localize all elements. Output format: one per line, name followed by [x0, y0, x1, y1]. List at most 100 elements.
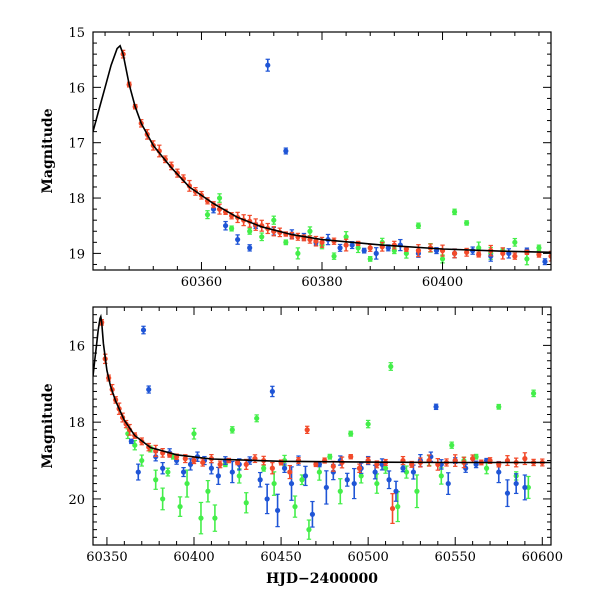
red-data-point — [295, 457, 302, 464]
x-tick-label: 60350 — [86, 550, 127, 565]
y-tick-label: 20 — [68, 493, 85, 508]
red-data-point — [304, 427, 310, 433]
green-data-point — [198, 515, 204, 521]
top-panel-y-axis-title: Magnitude — [40, 108, 56, 193]
blue-data-point — [445, 480, 451, 487]
red-data-point — [343, 242, 349, 248]
green-data-point — [476, 245, 482, 251]
blue-data-point — [385, 245, 391, 251]
green-data-point — [216, 195, 223, 201]
top-panel-marks — [93, 44, 551, 266]
blue-data-point — [146, 386, 152, 393]
blue-data-point — [247, 245, 253, 251]
red-data-point — [512, 253, 518, 259]
blue-data-point — [229, 469, 235, 475]
bottom-panel: 60350 60400 60450 60500 60550 60600 16 18 20 Mag… — [40, 306, 563, 587]
red-data-point — [269, 465, 275, 471]
green-data-point — [283, 239, 289, 245]
blue-data-point — [180, 469, 187, 475]
y-tick-label: 15 — [68, 26, 85, 41]
blue-data-point — [542, 259, 548, 265]
green-data-point — [449, 442, 455, 448]
blue-data-point — [222, 223, 229, 229]
green-data-point — [259, 234, 265, 240]
green-data-point — [254, 415, 260, 421]
blue-data-point — [274, 507, 281, 514]
red-data-point — [476, 251, 482, 258]
blue-data-point — [400, 465, 406, 471]
green-data-point — [204, 212, 211, 218]
blue-data-point — [283, 148, 289, 154]
blue-data-point — [309, 511, 316, 517]
green-data-point — [395, 504, 401, 510]
green-data-point — [403, 250, 409, 256]
blue-data-point — [496, 469, 502, 475]
blue-data-point — [361, 248, 367, 254]
blue-data-point — [373, 250, 379, 256]
model-curve — [93, 313, 551, 464]
green-data-point — [316, 469, 322, 475]
green-data-point — [365, 421, 371, 427]
bottom-panel-ticks: 60350 60400 60450 60500 60550 60600 16 18 20 — [68, 306, 563, 565]
x-tick-label: 60380 — [301, 275, 342, 290]
blue-data-point — [410, 469, 417, 475]
blue-data-point — [386, 477, 392, 483]
blue-data-point — [513, 480, 519, 487]
x-tick-label: 60600 — [522, 550, 563, 565]
blue-data-point — [265, 62, 271, 68]
green-data-point — [414, 488, 420, 494]
green-data-point — [536, 245, 542, 251]
red-data-point — [234, 459, 241, 466]
green-data-point — [243, 500, 249, 506]
green-data-point — [451, 209, 458, 215]
red-data-point — [217, 461, 223, 467]
red-data-point — [313, 238, 319, 244]
blue-data-point — [393, 488, 399, 494]
blue-data-point — [349, 242, 355, 248]
x-tick-label: 60400 — [173, 550, 214, 565]
blue-data-point — [128, 438, 134, 444]
red-data-point — [522, 456, 528, 462]
x-tick-label: 60450 — [260, 550, 301, 565]
top-panel-frame — [92, 31, 552, 271]
green-data-point — [358, 473, 364, 479]
bottom-panel-frame — [92, 306, 552, 546]
green-data-point — [327, 454, 333, 460]
y-tick-label: 16 — [68, 81, 85, 96]
red-data-point — [182, 456, 188, 462]
blue-data-point — [140, 327, 147, 333]
green-data-point — [229, 225, 235, 232]
red-data-point — [389, 505, 396, 512]
blue-data-point — [135, 469, 141, 475]
green-data-point — [403, 469, 410, 475]
green-data-point — [355, 245, 361, 251]
bottom-panel-marks — [93, 313, 551, 540]
green-data-point — [483, 465, 490, 471]
green-data-point — [153, 477, 159, 483]
blue-data-point — [160, 465, 166, 471]
plot-area — [93, 313, 551, 540]
red-data-point — [470, 456, 476, 462]
blue-data-point — [215, 473, 221, 479]
red-data-point — [403, 246, 409, 252]
green-data-point — [160, 496, 166, 502]
green-data-point — [261, 465, 267, 471]
red-data-point — [243, 461, 249, 467]
green-data-point — [295, 250, 301, 256]
blue-data-point — [269, 388, 275, 395]
green-data-point — [439, 256, 446, 262]
y-tick-label: 16 — [68, 339, 85, 354]
red-data-point — [548, 253, 551, 259]
green-data-point — [348, 431, 354, 437]
red-data-point — [313, 461, 319, 467]
green-data-point — [306, 527, 312, 533]
green-data-point — [374, 480, 380, 487]
x-tick-label: 60360 — [181, 275, 222, 290]
x-tick-label: 60550 — [435, 550, 476, 565]
green-data-point — [247, 228, 253, 234]
red-data-point — [330, 463, 336, 469]
green-data-point — [343, 234, 349, 240]
green-data-point — [415, 223, 422, 229]
blue-data-point — [344, 477, 350, 483]
